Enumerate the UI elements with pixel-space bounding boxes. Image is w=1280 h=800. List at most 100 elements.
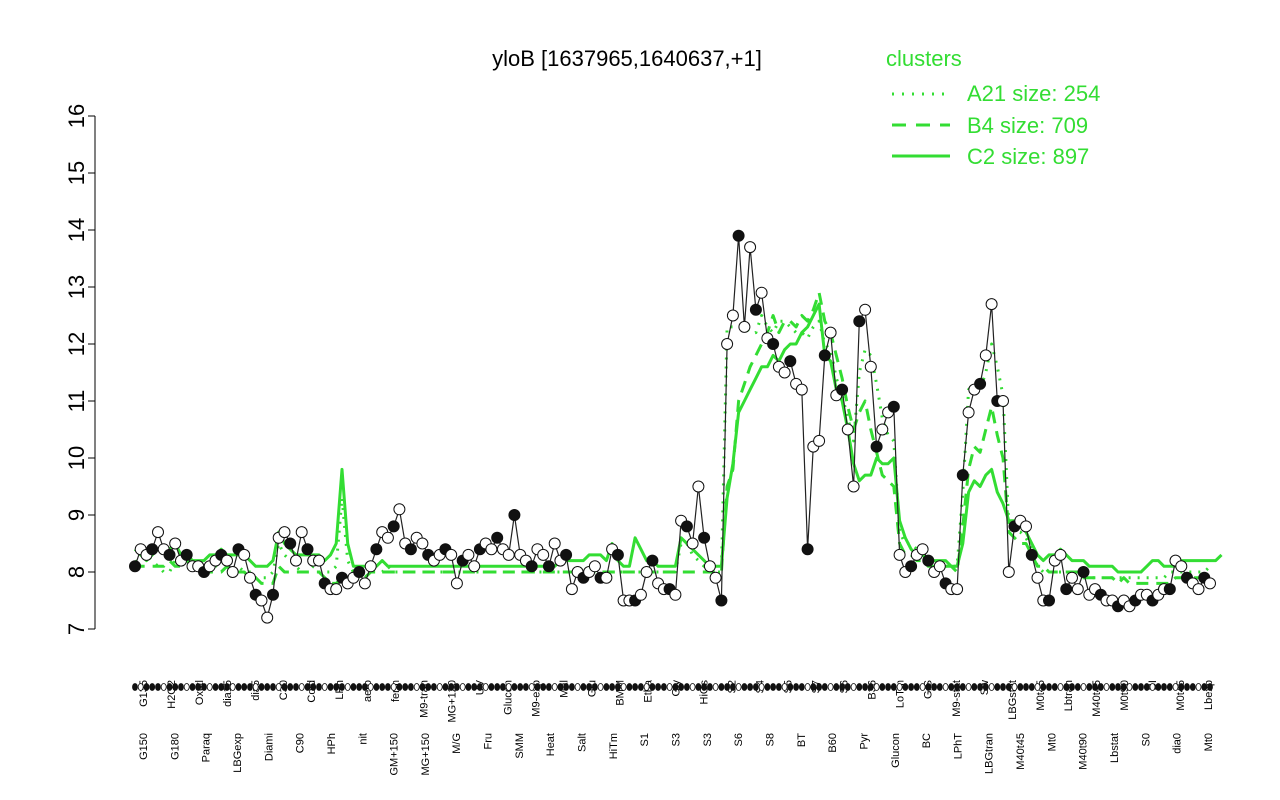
rug-mark bbox=[655, 683, 661, 691]
x_labels_bottom-19: S6 bbox=[733, 733, 745, 746]
rug-mark bbox=[931, 683, 937, 691]
rug-mark bbox=[1092, 683, 1098, 691]
rug-mark bbox=[252, 683, 259, 691]
rug-mark bbox=[195, 683, 202, 691]
rug-mark bbox=[827, 683, 834, 691]
data-point bbox=[468, 560, 481, 573]
legend-title: clusters bbox=[886, 46, 962, 71]
data-point bbox=[738, 320, 751, 333]
rug-mark bbox=[1005, 683, 1012, 691]
data-point bbox=[669, 588, 682, 601]
x_labels_bottom-26: LPhT bbox=[952, 733, 964, 760]
x_labels_bottom-22: B60 bbox=[827, 733, 839, 753]
rug-mark bbox=[275, 683, 282, 691]
rug-mark bbox=[1143, 683, 1150, 691]
rug-mark bbox=[718, 683, 725, 691]
data-point bbox=[370, 543, 383, 556]
rug-mark bbox=[1063, 683, 1070, 691]
data-point bbox=[330, 583, 343, 596]
rug-mark bbox=[494, 683, 501, 691]
x_labels_bottom-21: BT bbox=[796, 733, 808, 747]
rug-mark bbox=[137, 683, 144, 691]
rug-mark bbox=[1189, 683, 1196, 691]
x_labels_bottom-1: G180 bbox=[169, 733, 181, 760]
rug-mark bbox=[626, 683, 633, 691]
x_labels_bottom-11: Fru bbox=[483, 733, 495, 750]
rug-mark bbox=[597, 683, 604, 691]
rug-mark bbox=[270, 683, 276, 691]
data-point bbox=[870, 440, 883, 453]
rug-mark bbox=[557, 683, 564, 691]
data-point bbox=[1077, 566, 1090, 578]
rug-mark bbox=[1161, 683, 1167, 691]
data-point bbox=[588, 560, 601, 573]
rug-mark bbox=[459, 683, 466, 691]
rug-mark bbox=[160, 683, 167, 691]
data-point bbox=[698, 531, 711, 544]
y-tick-label-8: 15 bbox=[64, 161, 89, 185]
rug-mark bbox=[310, 683, 317, 691]
rug-mark bbox=[615, 683, 621, 691]
data-point bbox=[887, 400, 900, 413]
rug-mark bbox=[373, 683, 380, 691]
data-point bbox=[951, 583, 964, 596]
rug-mark bbox=[258, 683, 265, 691]
rug-mark bbox=[361, 683, 368, 691]
rug-mark bbox=[1057, 683, 1064, 691]
x_labels_bottom-34: Mt0 bbox=[1203, 733, 1215, 751]
data-point bbox=[238, 548, 251, 561]
data-point bbox=[795, 383, 808, 396]
x_labels_bottom-24: Glucon bbox=[890, 733, 902, 768]
data-point bbox=[1163, 583, 1176, 596]
data-point bbox=[462, 548, 475, 561]
data-point bbox=[381, 531, 394, 544]
data-point bbox=[1060, 583, 1073, 596]
data-point bbox=[634, 588, 647, 601]
rug-mark bbox=[218, 683, 225, 691]
rug-mark bbox=[327, 683, 334, 691]
data-point bbox=[1025, 548, 1038, 561]
rug-mark bbox=[592, 683, 598, 691]
x_labels_bottom-2: Paraq bbox=[201, 733, 213, 762]
data-point bbox=[364, 560, 377, 573]
data-point bbox=[778, 366, 791, 379]
rug-mark bbox=[178, 683, 184, 691]
rug-mark bbox=[517, 683, 524, 691]
data-point bbox=[560, 548, 573, 561]
rug-mark bbox=[730, 683, 736, 691]
data-point bbox=[916, 543, 929, 556]
rug-mark bbox=[781, 683, 788, 691]
rug-mark bbox=[1046, 683, 1052, 691]
rug-mark bbox=[534, 683, 541, 691]
rug-mark bbox=[1074, 683, 1081, 691]
rug-mark bbox=[793, 683, 799, 691]
rug-mark bbox=[1172, 683, 1179, 691]
rug-mark bbox=[1023, 683, 1029, 691]
rug-mark bbox=[442, 683, 449, 691]
rug-mark bbox=[873, 683, 880, 691]
rug-mark bbox=[499, 683, 506, 691]
rug-mark bbox=[971, 683, 978, 691]
data-point bbox=[1204, 577, 1216, 590]
data-point bbox=[1054, 548, 1067, 561]
rug-mark bbox=[333, 683, 340, 691]
gene-series bbox=[129, 229, 1216, 624]
rug-mark bbox=[425, 683, 432, 691]
x-axis-rug bbox=[132, 683, 1213, 691]
data-point bbox=[611, 548, 624, 561]
data-point bbox=[962, 406, 975, 419]
rug-mark bbox=[569, 683, 575, 691]
rug-mark bbox=[684, 683, 690, 691]
x_labels_bottom-5: C90 bbox=[295, 733, 307, 753]
data-point bbox=[933, 560, 946, 573]
data-point bbox=[416, 537, 429, 550]
rug-mark bbox=[856, 683, 863, 691]
rug-mark bbox=[965, 683, 972, 691]
data-point bbox=[169, 537, 182, 550]
data-point bbox=[813, 434, 826, 447]
rug-mark bbox=[879, 683, 886, 691]
data-point bbox=[565, 583, 578, 596]
rug-mark bbox=[862, 683, 868, 691]
x_labels_bottom-29: Mt0 bbox=[1046, 733, 1058, 751]
data-point bbox=[491, 531, 504, 544]
